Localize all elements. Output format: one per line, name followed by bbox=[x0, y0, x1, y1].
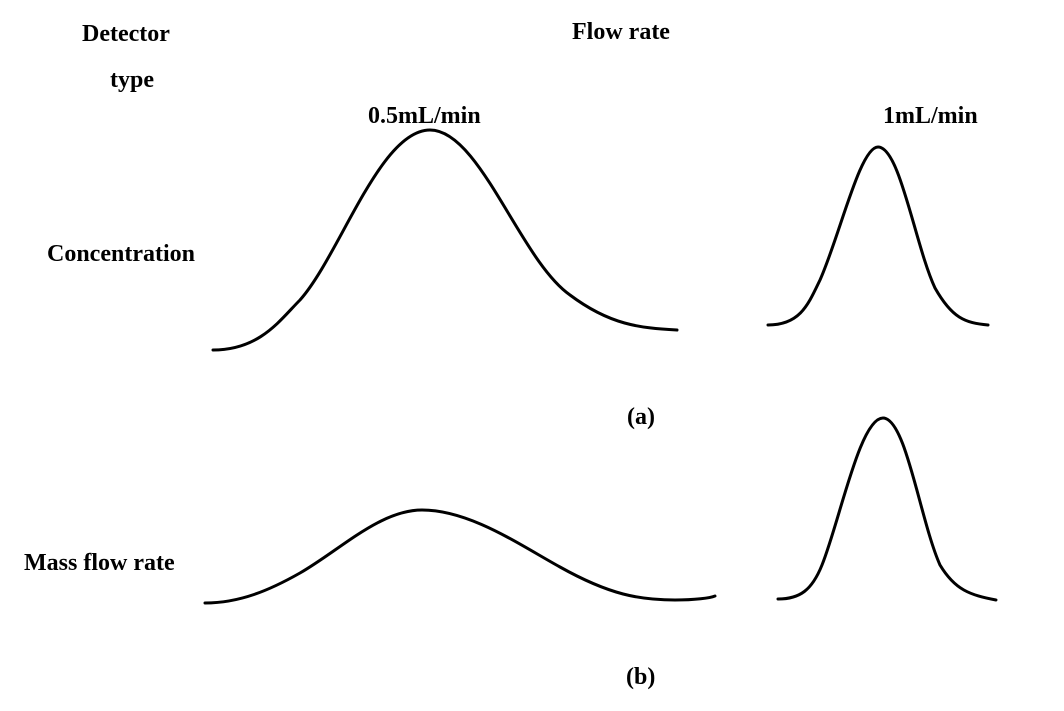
caption-b: (b) bbox=[626, 664, 656, 690]
detector-type-heading-line2: type bbox=[110, 67, 154, 93]
peak-concentration-slow bbox=[211, 128, 679, 352]
peak-mass-flow-fast bbox=[776, 416, 998, 602]
row-label-mass-flow-rate: Mass flow rate bbox=[24, 550, 175, 576]
flow-rate-heading: Flow rate bbox=[572, 19, 670, 45]
row-label-concentration: Concentration bbox=[47, 241, 195, 267]
flow-rate-left-label: 0.5mL/min bbox=[368, 103, 481, 129]
detector-type-heading-line1: Detector bbox=[82, 21, 170, 47]
peak-mass-flow-slow bbox=[203, 508, 717, 605]
peak-concentration-fast bbox=[766, 145, 990, 327]
flow-rate-right-label: 1mL/min bbox=[883, 103, 978, 129]
caption-a: (a) bbox=[627, 404, 655, 430]
